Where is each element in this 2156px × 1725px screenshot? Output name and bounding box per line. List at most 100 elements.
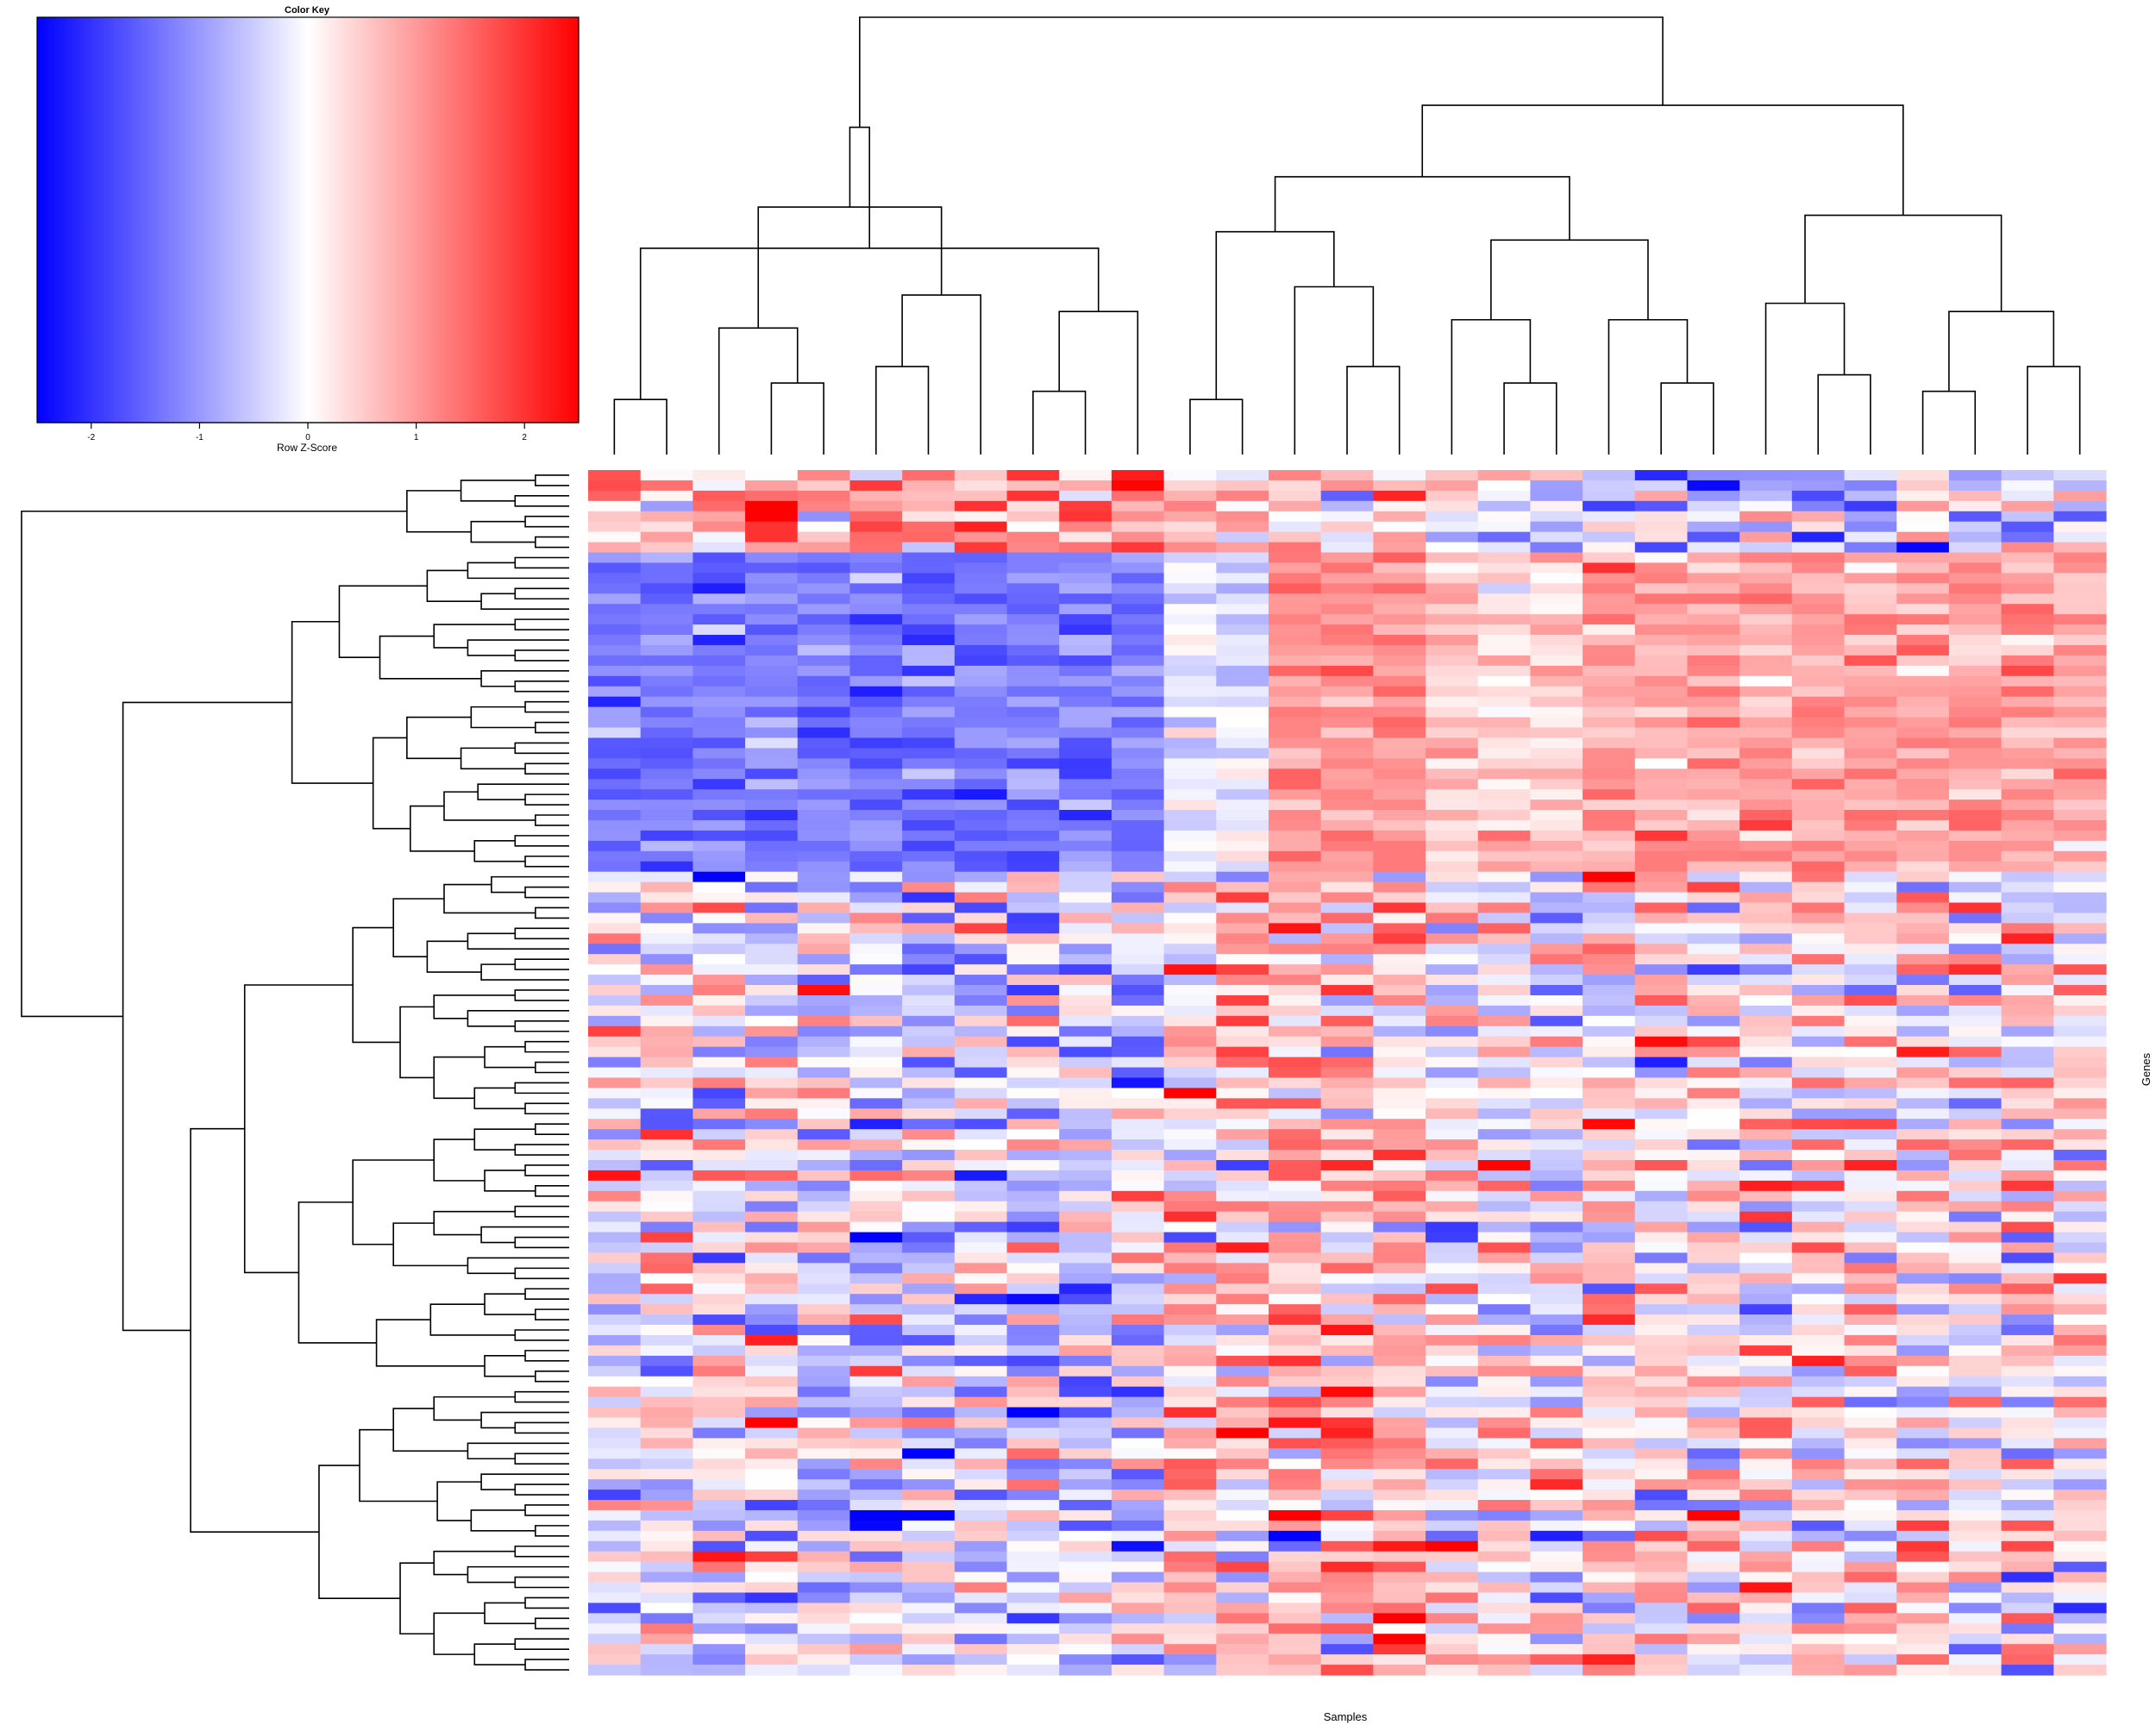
heatmap-cell <box>1844 552 1897 564</box>
heatmap-cell <box>1739 1654 1793 1665</box>
heatmap-cell <box>1216 1582 1269 1594</box>
heatmap-cell <box>745 573 799 584</box>
heatmap-cell <box>1948 768 2002 780</box>
heatmap-cell <box>745 892 799 904</box>
heatmap-cell <box>1896 1252 1950 1264</box>
heatmap-cell <box>693 902 746 914</box>
heatmap-cell <box>2053 850 2107 862</box>
heatmap-cell <box>1268 1232 1322 1244</box>
heatmap-cell <box>1006 696 1060 708</box>
heatmap-cell <box>1163 727 1217 739</box>
heatmap-cell <box>1948 819 2002 831</box>
heatmap-cell <box>1426 727 1479 739</box>
heatmap-cell <box>1948 1252 2002 1264</box>
heatmap-cell <box>1268 1490 1322 1501</box>
heatmap-cell <box>1426 552 1479 564</box>
heatmap-cell <box>1687 933 1740 944</box>
heatmap-cell <box>954 1520 1008 1532</box>
heatmap-cell <box>640 1376 693 1388</box>
heatmap-cell <box>1320 1571 1374 1584</box>
heatmap-cell <box>1687 593 1740 605</box>
heatmap-cell <box>1006 1263 1060 1274</box>
heatmap-cell <box>1583 624 1636 636</box>
heatmap-cell <box>2001 1386 2054 1398</box>
heatmap-cell <box>1844 748 1897 759</box>
heatmap-cell <box>1687 1438 1740 1449</box>
heatmap-cell <box>1320 985 1374 996</box>
heatmap-cell <box>1111 861 1165 873</box>
heatmap-cell <box>849 964 903 975</box>
heatmap-cell <box>1216 779 1269 790</box>
heatmap-cell <box>1896 573 1950 584</box>
heatmap-cell <box>640 1005 693 1017</box>
heatmap-cell <box>2001 583 2054 594</box>
heatmap-cell <box>1163 531 1217 543</box>
heatmap-cell <box>1477 644 1532 656</box>
heatmap-cell <box>1634 511 1689 523</box>
heatmap-cell <box>1530 1613 1583 1624</box>
heatmap-cell <box>1059 706 1112 718</box>
heatmap-cell <box>1373 892 1426 904</box>
heatmap-cell <box>1791 994 1846 1007</box>
heatmap-cell <box>1373 1334 1426 1346</box>
row-dendrogram-branch <box>460 480 536 502</box>
heatmap-cell <box>1373 1314 1426 1326</box>
heatmap-cell <box>1634 768 1689 780</box>
heatmap-cell <box>1426 500 1479 512</box>
heatmap-cell <box>1426 933 1479 944</box>
heatmap-cell <box>1948 542 2002 554</box>
heatmap-cell <box>902 1180 956 1192</box>
heatmap-cell <box>797 1634 851 1645</box>
heatmap-cell <box>588 1119 642 1130</box>
heatmap-cell <box>1739 1088 1793 1099</box>
heatmap-cell <box>1791 913 1846 924</box>
heatmap-cell <box>640 1448 693 1459</box>
heatmap-cell <box>1634 1509 1689 1521</box>
heatmap-cell <box>693 881 746 894</box>
heatmap-cell <box>1373 768 1426 780</box>
heatmap-cell <box>1320 1345 1374 1357</box>
heatmap-cell <box>1006 1057 1060 1069</box>
heatmap-cell <box>745 500 799 512</box>
heatmap-cell <box>1948 1386 2002 1398</box>
heatmap-cell <box>1059 717 1112 729</box>
heatmap-cell <box>1268 1211 1322 1223</box>
column-dendrogram-branch <box>1274 176 1570 241</box>
heatmap-cell <box>1216 1365 1269 1377</box>
heatmap-cell <box>1320 1005 1374 1017</box>
heatmap-cell <box>1844 1386 1897 1398</box>
heatmap-cell <box>1634 1634 1689 1645</box>
heatmap-cell <box>1163 1603 1217 1614</box>
heatmap-cell <box>1426 480 1479 492</box>
heatmap-cell <box>954 1469 1008 1480</box>
heatmap-cell <box>1163 604 1217 615</box>
heatmap-cell <box>588 470 642 481</box>
heatmap-cell <box>1739 923 1793 934</box>
heatmap-cell <box>954 1396 1008 1408</box>
heatmap-cell <box>745 1263 799 1274</box>
heatmap-cell <box>1006 768 1060 780</box>
heatmap-cell <box>1896 1665 1950 1676</box>
heatmap-cell <box>1006 1540 1060 1552</box>
heatmap-cell <box>1426 573 1479 584</box>
heatmap-cell <box>2053 593 2107 605</box>
heatmap-cell <box>1426 1365 1479 1377</box>
heatmap-cell <box>640 779 693 790</box>
heatmap-cell <box>1426 1098 1479 1109</box>
heatmap-cell <box>2001 552 2054 564</box>
heatmap-cell <box>745 1294 799 1305</box>
heatmap-cell <box>2001 1221 2054 1233</box>
heatmap-cell <box>1791 923 1846 934</box>
heatmap-cell <box>1268 840 1322 852</box>
heatmap-cell <box>1320 1396 1374 1408</box>
heatmap-cell <box>1373 1088 1426 1099</box>
heatmap-cell <box>745 1561 799 1573</box>
heatmap-cell <box>588 789 642 800</box>
heatmap-cell <box>2053 1077 2107 1089</box>
heatmap-cell <box>1583 1304 1636 1315</box>
heatmap-cell <box>1163 1500 1217 1511</box>
heatmap-cell <box>2053 521 2107 533</box>
heatmap-cell <box>1634 593 1689 605</box>
heatmap-cell <box>2053 686 2107 698</box>
heatmap-cell <box>1530 1396 1583 1408</box>
